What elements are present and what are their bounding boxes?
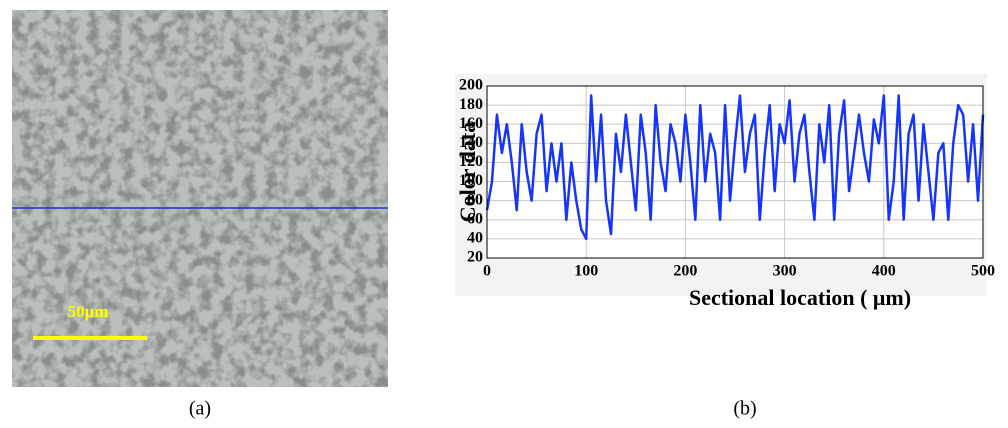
plot-frame	[486, 85, 984, 259]
data-line	[485, 94, 985, 241]
x-tick-label: 100	[574, 263, 598, 280]
y-tick-label: 20	[467, 249, 483, 266]
y-tick-label: 100	[459, 172, 483, 189]
y-axis-label: Color data	[455, 122, 480, 222]
caption: (b)	[733, 398, 756, 420]
y-tick-label: 120	[459, 153, 483, 170]
plot-area	[486, 85, 984, 259]
x-tick-label: 500	[971, 263, 995, 280]
y-tick-label: 180	[459, 96, 483, 113]
y-tick-label: 80	[467, 191, 483, 208]
caption: (a)	[189, 398, 211, 420]
x-tick-label: 300	[773, 263, 797, 280]
y-tick-label: 60	[467, 210, 483, 227]
y-tick-label: 40	[467, 230, 483, 247]
micrograph-texture	[12, 10, 388, 387]
x-tick-label: 200	[673, 263, 697, 280]
x-tick-label: 400	[872, 263, 896, 280]
x-axis-label: Sectional location ( μm)	[689, 285, 911, 310]
y-tick-label: 160	[459, 115, 483, 132]
micrograph: 50μm	[12, 10, 388, 387]
y-tick-label: 140	[459, 134, 483, 151]
y-tick-label: 200	[459, 77, 483, 94]
scale-label: 50μm	[68, 302, 109, 321]
x-tick-label: 0	[483, 263, 491, 280]
